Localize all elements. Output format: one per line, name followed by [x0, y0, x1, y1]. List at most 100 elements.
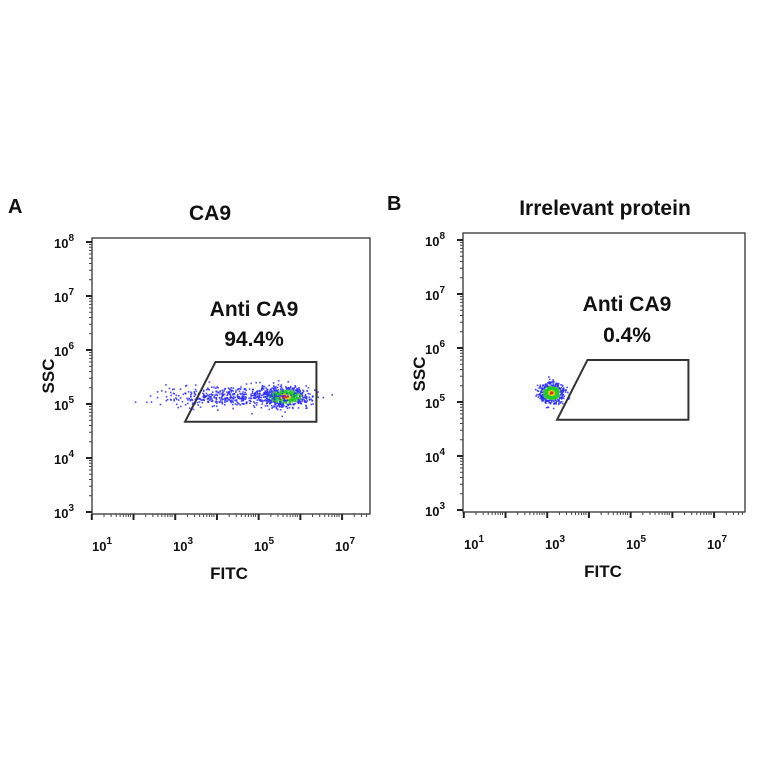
event-dot: [211, 394, 213, 396]
event-dot: [277, 403, 280, 406]
plot-frame: [462, 232, 746, 513]
event-dot: [306, 407, 308, 409]
event-dot: [309, 393, 311, 395]
event-dot: [301, 400, 303, 403]
event-dot: [541, 393, 544, 396]
event-dot: [275, 397, 277, 399]
plot-frame: [91, 237, 371, 515]
event-dot: [241, 399, 243, 402]
event-dot: [262, 387, 264, 390]
event-dot: [236, 396, 239, 398]
event-dot: [269, 390, 271, 392]
event-dot: [286, 393, 288, 395]
event-dot: [566, 386, 568, 389]
event-dot: [553, 392, 556, 394]
event-dot: [265, 390, 268, 392]
event-dot: [300, 402, 302, 405]
event-dot: [173, 399, 176, 402]
event-dot: [251, 412, 253, 415]
event-dot: [222, 391, 224, 393]
event-dot: [311, 396, 314, 398]
event-dot: [539, 396, 542, 398]
event-dot: [175, 403, 178, 406]
event-dot: [283, 398, 286, 400]
event-dot: [296, 397, 298, 400]
event-dot: [253, 393, 256, 395]
event-dot: [235, 389, 237, 392]
event-dot: [298, 391, 300, 393]
event-dot: [273, 389, 276, 392]
event-dot: [549, 386, 552, 388]
event-dot: [552, 407, 555, 410]
event-dot: [185, 392, 187, 395]
event-dot: [278, 391, 281, 394]
event-dot: [279, 385, 282, 388]
y-tick-label: 103: [425, 501, 445, 519]
event-dot: [543, 398, 546, 400]
event-dot: [239, 404, 241, 406]
event-dot: [262, 394, 265, 396]
event-dot: [312, 403, 314, 405]
event-dot: [299, 395, 301, 398]
event-dot: [286, 402, 288, 405]
event-dot: [559, 402, 562, 404]
event-dot: [552, 390, 554, 392]
event-dot: [269, 396, 272, 399]
event-dot: [219, 400, 222, 403]
event-dot: [542, 395, 545, 398]
event-dot: [552, 381, 555, 384]
event-dot: [306, 390, 309, 392]
event-dot: [558, 397, 561, 400]
event-dot: [293, 398, 296, 400]
event-dot: [215, 405, 218, 408]
event-dot: [279, 398, 281, 401]
event-dot: [560, 396, 563, 398]
event-dot: [184, 403, 187, 406]
event-dot: [550, 393, 553, 396]
event-dot: [299, 398, 301, 400]
event-dot: [215, 402, 218, 405]
event-dot: [245, 389, 247, 391]
event-dot: [261, 389, 263, 391]
event-dot: [549, 401, 552, 404]
event-dot: [539, 384, 542, 387]
x-tick-label: 105: [254, 536, 274, 554]
event-dot: [239, 392, 241, 395]
event-dot: [266, 397, 268, 400]
event-dot: [270, 401, 273, 403]
event-dot: [549, 391, 552, 393]
event-dot: [214, 394, 216, 397]
y-tick-label: 103: [54, 503, 74, 521]
event-dot: [221, 399, 224, 401]
event-dot: [235, 399, 238, 401]
event-dot: [209, 395, 211, 398]
event-dot: [244, 388, 247, 390]
event-dot: [250, 395, 252, 397]
event-dot: [557, 391, 559, 394]
event-dot: [205, 392, 208, 395]
event-dot: [305, 396, 308, 399]
event-dot: [552, 380, 555, 383]
event-dot: [282, 388, 284, 391]
event-dot: [269, 400, 272, 403]
event-dot: [556, 400, 558, 403]
event-dot: [555, 401, 557, 404]
event-dot: [255, 396, 258, 399]
event-dot: [280, 404, 283, 407]
event-dot: [567, 398, 570, 401]
event-dot: [207, 387, 209, 389]
event-dot: [277, 394, 279, 396]
event-dot: [541, 398, 544, 401]
event-dot: [169, 398, 172, 401]
event-dot: [244, 398, 247, 400]
event-dot: [213, 386, 215, 389]
event-dot: [564, 389, 566, 391]
event-dot: [308, 396, 311, 398]
event-dot: [553, 388, 555, 391]
event-dot: [269, 394, 271, 397]
event-dot: [226, 393, 229, 396]
event-dot: [211, 405, 214, 408]
event-dot: [545, 406, 548, 409]
x-tick-label: 105: [626, 534, 646, 552]
event-dot: [219, 399, 222, 401]
